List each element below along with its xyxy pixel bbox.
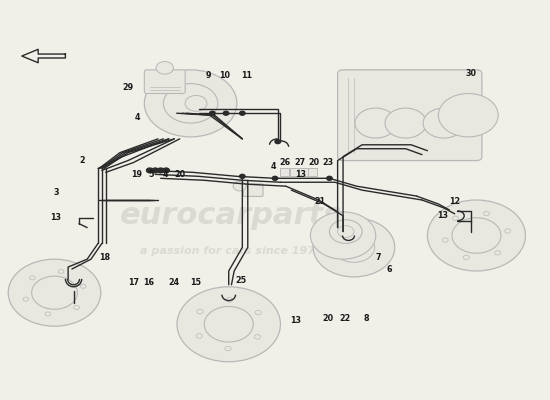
Circle shape bbox=[464, 255, 469, 260]
Circle shape bbox=[144, 70, 237, 137]
Circle shape bbox=[152, 168, 158, 173]
Circle shape bbox=[146, 168, 153, 173]
Circle shape bbox=[327, 176, 332, 180]
Circle shape bbox=[58, 270, 64, 274]
Circle shape bbox=[197, 309, 203, 314]
Circle shape bbox=[240, 111, 245, 115]
Text: 15: 15 bbox=[190, 278, 201, 287]
Circle shape bbox=[310, 212, 376, 259]
Circle shape bbox=[196, 334, 202, 338]
Text: 13: 13 bbox=[296, 170, 307, 179]
Circle shape bbox=[442, 238, 448, 242]
Text: 18: 18 bbox=[100, 253, 111, 262]
Text: 24: 24 bbox=[169, 278, 180, 287]
Text: 13: 13 bbox=[290, 316, 301, 325]
Circle shape bbox=[204, 306, 253, 342]
Bar bbox=[308, 168, 317, 176]
Circle shape bbox=[505, 229, 510, 233]
Text: 5: 5 bbox=[148, 170, 153, 179]
Text: 3: 3 bbox=[53, 188, 59, 197]
Text: 7: 7 bbox=[376, 253, 381, 262]
Text: 29: 29 bbox=[123, 83, 134, 92]
Text: 4: 4 bbox=[271, 162, 277, 171]
Text: 20: 20 bbox=[309, 158, 320, 167]
Circle shape bbox=[23, 297, 29, 301]
Circle shape bbox=[157, 168, 164, 173]
Text: 8: 8 bbox=[364, 314, 369, 323]
Circle shape bbox=[163, 84, 218, 123]
Text: 9: 9 bbox=[206, 71, 211, 80]
Text: 12: 12 bbox=[449, 198, 460, 206]
Circle shape bbox=[74, 306, 79, 310]
Circle shape bbox=[240, 174, 245, 178]
Circle shape bbox=[177, 287, 280, 362]
Circle shape bbox=[227, 298, 233, 302]
FancyBboxPatch shape bbox=[144, 70, 185, 94]
Text: 27: 27 bbox=[294, 158, 305, 167]
Text: 20: 20 bbox=[323, 314, 334, 323]
Circle shape bbox=[275, 140, 280, 144]
Text: 4: 4 bbox=[135, 113, 141, 122]
Circle shape bbox=[333, 232, 375, 262]
Bar bbox=[280, 168, 289, 176]
Text: 23: 23 bbox=[323, 158, 334, 167]
Circle shape bbox=[385, 108, 426, 138]
Circle shape bbox=[225, 346, 231, 351]
Circle shape bbox=[233, 182, 246, 191]
Text: 20: 20 bbox=[174, 170, 185, 179]
Text: 22: 22 bbox=[339, 314, 350, 323]
Circle shape bbox=[254, 335, 261, 339]
Circle shape bbox=[45, 312, 51, 316]
Bar bbox=[290, 168, 299, 176]
Text: 4: 4 bbox=[162, 170, 168, 179]
Bar bbox=[299, 168, 307, 176]
Text: 13: 13 bbox=[51, 213, 62, 222]
Text: 26: 26 bbox=[279, 158, 290, 167]
Text: 16: 16 bbox=[143, 278, 154, 287]
Circle shape bbox=[272, 176, 278, 180]
Circle shape bbox=[223, 111, 229, 115]
Circle shape bbox=[210, 111, 215, 115]
Text: 19: 19 bbox=[131, 170, 142, 179]
Circle shape bbox=[255, 310, 261, 315]
Circle shape bbox=[185, 96, 207, 111]
Circle shape bbox=[8, 259, 101, 326]
Circle shape bbox=[156, 62, 173, 74]
Circle shape bbox=[329, 220, 362, 243]
Circle shape bbox=[494, 251, 500, 255]
Text: 10: 10 bbox=[219, 71, 230, 80]
Circle shape bbox=[483, 212, 490, 216]
Polygon shape bbox=[22, 49, 65, 63]
Text: eurocarparts: eurocarparts bbox=[120, 201, 343, 230]
Text: a passion for cars since 1978: a passion for cars since 1978 bbox=[140, 246, 323, 256]
Text: 13: 13 bbox=[437, 211, 448, 220]
Circle shape bbox=[355, 108, 397, 138]
Text: 30: 30 bbox=[465, 69, 476, 78]
Circle shape bbox=[313, 218, 395, 277]
Circle shape bbox=[80, 284, 86, 288]
Circle shape bbox=[30, 276, 35, 280]
Circle shape bbox=[452, 218, 501, 253]
Circle shape bbox=[427, 200, 525, 271]
Circle shape bbox=[32, 276, 78, 309]
Text: 17: 17 bbox=[128, 278, 139, 287]
Text: 6: 6 bbox=[387, 264, 392, 274]
Circle shape bbox=[453, 216, 458, 220]
FancyBboxPatch shape bbox=[338, 70, 482, 160]
Text: 25: 25 bbox=[236, 276, 247, 285]
Circle shape bbox=[438, 94, 498, 137]
Circle shape bbox=[163, 168, 169, 173]
Text: 21: 21 bbox=[314, 198, 325, 206]
Circle shape bbox=[338, 226, 354, 238]
FancyBboxPatch shape bbox=[244, 184, 263, 196]
Text: 11: 11 bbox=[241, 71, 252, 80]
Circle shape bbox=[423, 108, 464, 138]
Text: 2: 2 bbox=[79, 156, 85, 165]
